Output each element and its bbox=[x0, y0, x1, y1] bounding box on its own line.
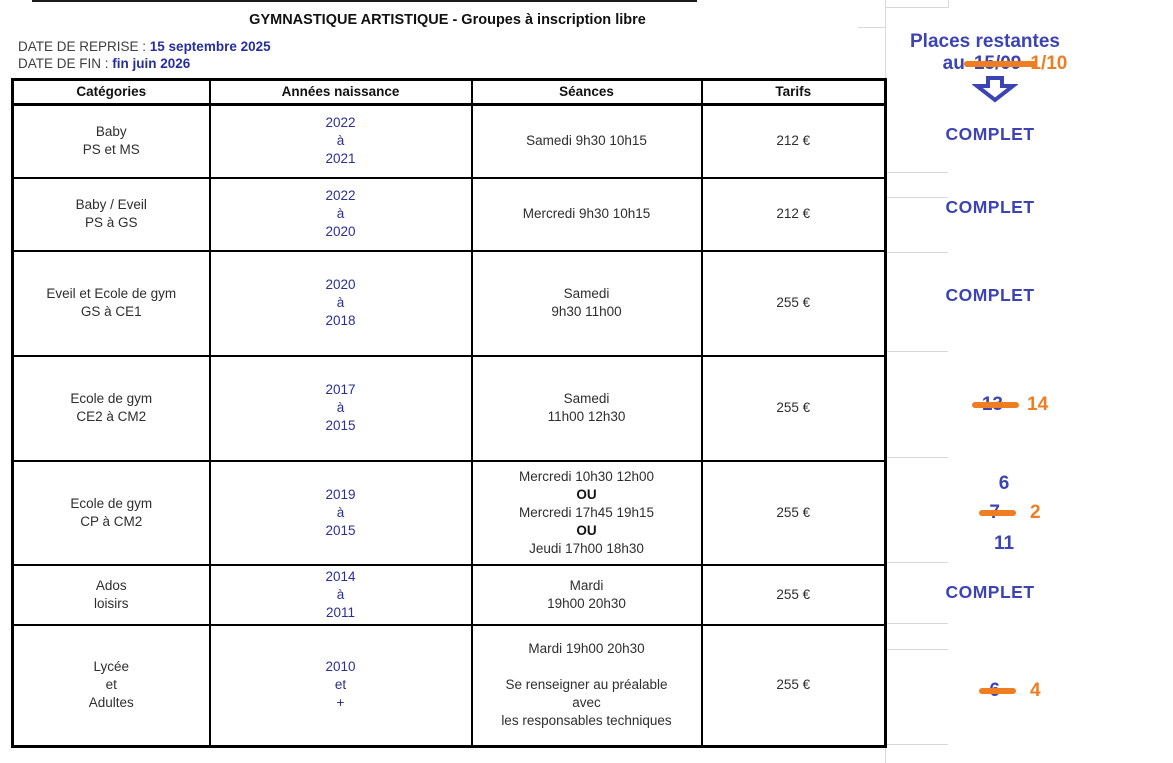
years-cell: 2014 à 2011 bbox=[325, 568, 356, 620]
gridline bbox=[885, 562, 948, 563]
status-row5-count-2: 7 2 bbox=[940, 502, 1090, 524]
places-restantes-title: Places restantes bbox=[910, 31, 1060, 52]
status-row7-counts: 6 4 bbox=[940, 680, 1090, 702]
date-fin-label: DATE DE FIN : bbox=[18, 56, 113, 71]
ou-separator: OU bbox=[576, 522, 597, 538]
new-count: 14 bbox=[1027, 394, 1049, 415]
years-cell: 2022 à 2021 bbox=[325, 115, 356, 167]
tarif-cell: 255 € bbox=[776, 586, 811, 602]
new-count: 4 bbox=[1030, 680, 1041, 701]
schedule-table: Catégories Années naissance Séances Tari… bbox=[11, 78, 887, 748]
gridline bbox=[885, 252, 948, 253]
status-row6-complet: COMPLET bbox=[945, 582, 1035, 602]
tarif-cell: 255 € bbox=[776, 295, 811, 310]
gridline bbox=[885, 7, 948, 8]
tarif-cell: 255 € bbox=[776, 400, 811, 415]
date-fin: DATE DE FIN : fin juin 2026 bbox=[18, 55, 271, 72]
category-cell: Baby / Eveil PS à GS bbox=[75, 197, 147, 230]
tarif-cell: 212 € bbox=[776, 133, 811, 149]
col-header-seances: Séances bbox=[470, 78, 703, 106]
header-row: Catégories Années naissance Séances Tari… bbox=[11, 78, 887, 106]
status-row5-count-3: 11 bbox=[993, 533, 1015, 554]
category-cell: Ecole de gym CP à CM2 bbox=[70, 495, 153, 529]
top-divider bbox=[32, 0, 697, 2]
gridline bbox=[885, 172, 948, 173]
seances-cell: Mercredi 10h30 12h00 OU Mercredi 17h45 1… bbox=[475, 468, 699, 558]
date-fin-value: fin juin 2026 bbox=[112, 56, 191, 71]
old-count-strikethrough: 13 bbox=[971, 394, 1020, 415]
years-cell: 2020 à 2018 bbox=[325, 277, 356, 328]
date-reprise: DATE DE REPRISE : 15 septembre 2025 bbox=[18, 38, 271, 55]
category-cell: Ados loisirs bbox=[93, 577, 129, 611]
table-row: Eveil et Ecole de gym GS à CE1 2020 à 20… bbox=[11, 249, 887, 357]
gridline bbox=[885, 457, 948, 458]
col-header-annees: Années naissance bbox=[208, 78, 473, 106]
table-row: Baby / Eveil PS à GS 2022 à 2020 Mercred… bbox=[11, 176, 887, 252]
table-row: Ecole de gym CE2 à CM2 2017 à 2015 Samed… bbox=[11, 354, 887, 462]
seance-option: Mercredi 10h30 12h00 bbox=[518, 468, 655, 484]
seances-cell: Mardi 19h00 20h30 Se renseigner au préal… bbox=[501, 641, 672, 729]
status-row5-count-1: 6 bbox=[998, 473, 1010, 494]
category-cell: Lycée et Adultes bbox=[88, 659, 134, 711]
gridline bbox=[858, 27, 885, 28]
date-reprise-label: DATE DE REPRISE : bbox=[18, 39, 150, 54]
category-cell: Baby PS et MS bbox=[82, 124, 140, 158]
tarif-cell: 212 € bbox=[776, 206, 811, 221]
table-row: Baby PS et MS 2022 à 2021 Samedi 9h30 10… bbox=[11, 103, 887, 179]
seance-option: Mercredi 17h45 19h15 bbox=[518, 504, 655, 520]
category-cell: Eveil et Ecole de gym GS à CE1 bbox=[46, 286, 177, 319]
gridline bbox=[885, 351, 948, 352]
status-row2-complet: COMPLET bbox=[945, 197, 1035, 217]
status-row1-complet: COMPLET bbox=[945, 124, 1035, 144]
date-reprise-value: 15 septembre 2025 bbox=[149, 39, 271, 54]
tarif-cell: 255 € bbox=[776, 504, 811, 520]
category-cell: Ecole de gym CE2 à CM2 bbox=[70, 391, 153, 424]
years-cell: 2010 et + bbox=[325, 659, 356, 711]
gridline bbox=[948, 0, 949, 8]
seances-cell: Mardi 19h00 20h30 bbox=[547, 577, 626, 611]
seances-cell: Mercredi 9h30 10h15 bbox=[522, 206, 651, 221]
tarif-cell: 255 € bbox=[776, 677, 811, 693]
old-date-strikethrough: 15/09 bbox=[963, 53, 1037, 74]
seance-option: Jeudi 17h00 18h30 bbox=[529, 540, 644, 556]
places-restantes-date: au 15/09 1/10 bbox=[915, 53, 1095, 75]
gridline bbox=[885, 649, 948, 650]
gridline bbox=[885, 0, 886, 78]
seances-cell: Samedi 9h30 10h15 bbox=[526, 133, 647, 149]
gridline bbox=[885, 744, 948, 745]
gridline bbox=[885, 623, 948, 624]
years-cell: 2022 à 2020 bbox=[325, 188, 356, 239]
new-count: 2 bbox=[1030, 502, 1041, 523]
page-title: GYMNASTIQUE ARTISTIQUE - Groupes à inscr… bbox=[249, 12, 646, 28]
years-cell: 2019 à 2015 bbox=[325, 486, 356, 538]
status-row4-counts: 13 14 bbox=[940, 394, 1090, 416]
new-date: 1/10 bbox=[1030, 53, 1068, 74]
status-row3-complet: COMPLET bbox=[945, 285, 1035, 305]
down-arrow-icon bbox=[971, 76, 1019, 103]
old-count-strikethrough: 6 bbox=[979, 680, 1015, 701]
ou-separator: OU bbox=[576, 486, 597, 502]
col-header-categories: Catégories bbox=[11, 78, 211, 106]
col-header-tarifs: Tarifs bbox=[700, 78, 887, 106]
seances-cell: Samedi 9h30 11h00 bbox=[551, 286, 622, 319]
gridline bbox=[885, 745, 886, 763]
table-row: Lycée et Adultes 2010 et + Mardi 19h00 2… bbox=[11, 623, 887, 748]
au-label: au bbox=[942, 53, 965, 74]
years-cell: 2017 à 2015 bbox=[325, 382, 356, 433]
dates-block: DATE DE REPRISE : 15 septembre 2025 DATE… bbox=[18, 38, 271, 72]
table-row: Ecole de gym CP à CM2 2019 à 2015 Mercre… bbox=[11, 459, 887, 566]
seances-cell: Samedi 11h00 12h30 bbox=[547, 391, 626, 424]
table-row: Ados loisirs 2014 à 2011 Mardi 19h00 20h… bbox=[11, 563, 887, 626]
old-count-strikethrough: 7 bbox=[979, 502, 1015, 523]
gridline bbox=[885, 197, 948, 198]
